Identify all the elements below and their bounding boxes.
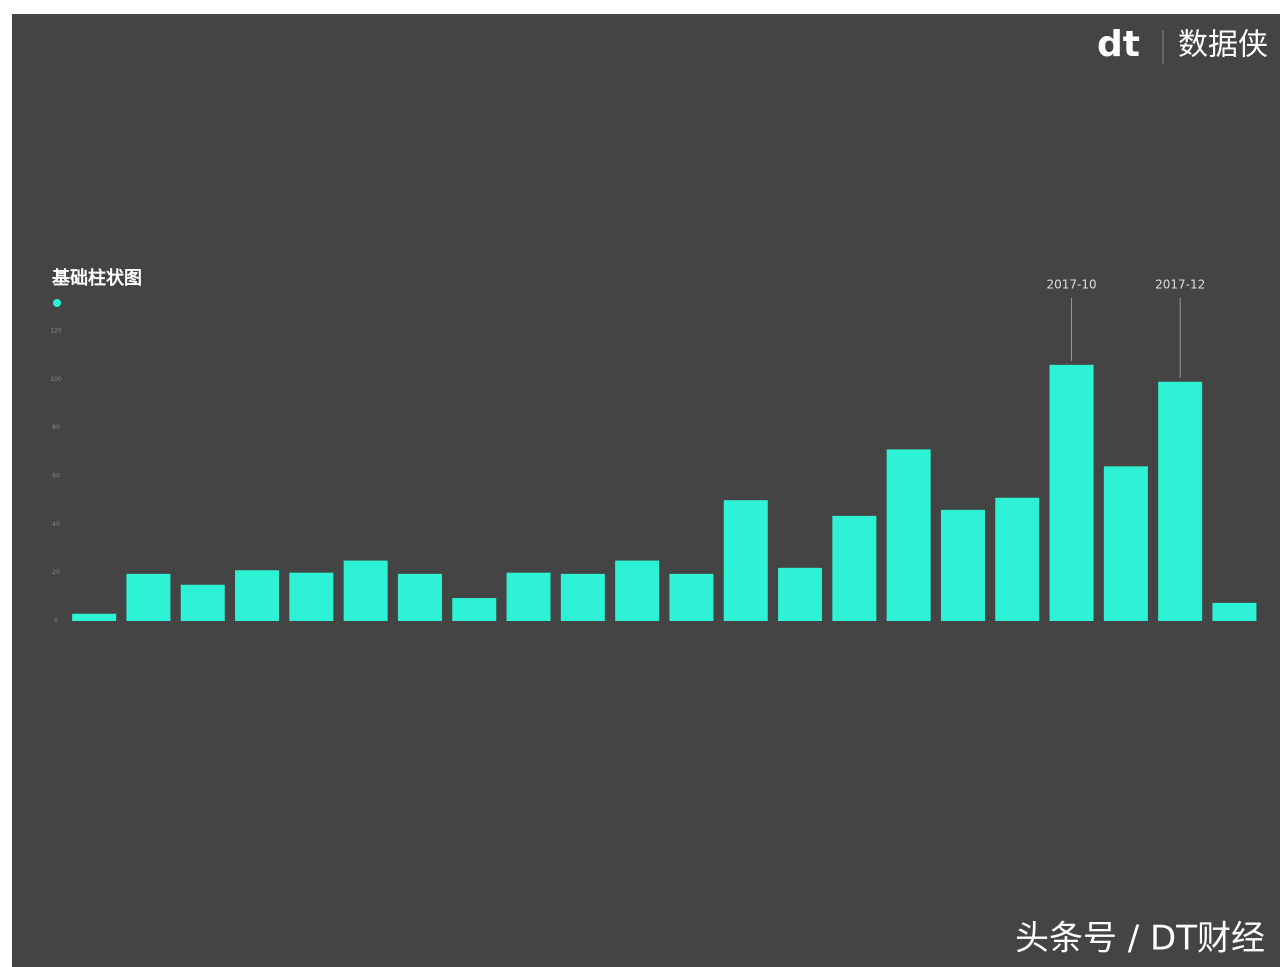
bar [995,497,1040,621]
logo-mark: dt [1097,24,1140,65]
y-tick-label: 20 [52,569,60,576]
bar [723,500,768,621]
bar [940,509,985,621]
bar [1049,364,1094,621]
legend-marker [53,299,61,307]
bar [1212,602,1257,621]
bar [1158,381,1203,621]
bar [778,567,823,621]
bar [669,573,714,621]
logo-name: 数据侠 [1178,28,1268,63]
annotation-label: 2017-10 [1046,278,1096,292]
watermark: 头条号 / DT财经 [1015,919,1265,959]
annotation-label: 2017-12 [1155,278,1205,292]
bar [452,598,497,621]
bar [126,573,171,621]
bar [832,515,877,621]
y-tick-label: 60 [52,473,60,480]
bar [235,570,280,621]
y-tick-label: 100 [50,376,62,383]
y-tick-label: 0 [54,618,58,625]
y-tick-label: 80 [52,424,60,431]
bar [397,573,442,621]
bar [886,449,931,621]
chart-title: 基础柱状图 [51,267,142,289]
bar [506,572,551,621]
bar [289,572,334,621]
bar [1103,466,1148,621]
bar [180,584,225,621]
bar [343,560,388,621]
y-tick-label: 120 [50,328,62,335]
bar [72,613,117,621]
bar [615,560,660,621]
bar [560,573,605,621]
y-tick-label: 40 [52,521,60,528]
